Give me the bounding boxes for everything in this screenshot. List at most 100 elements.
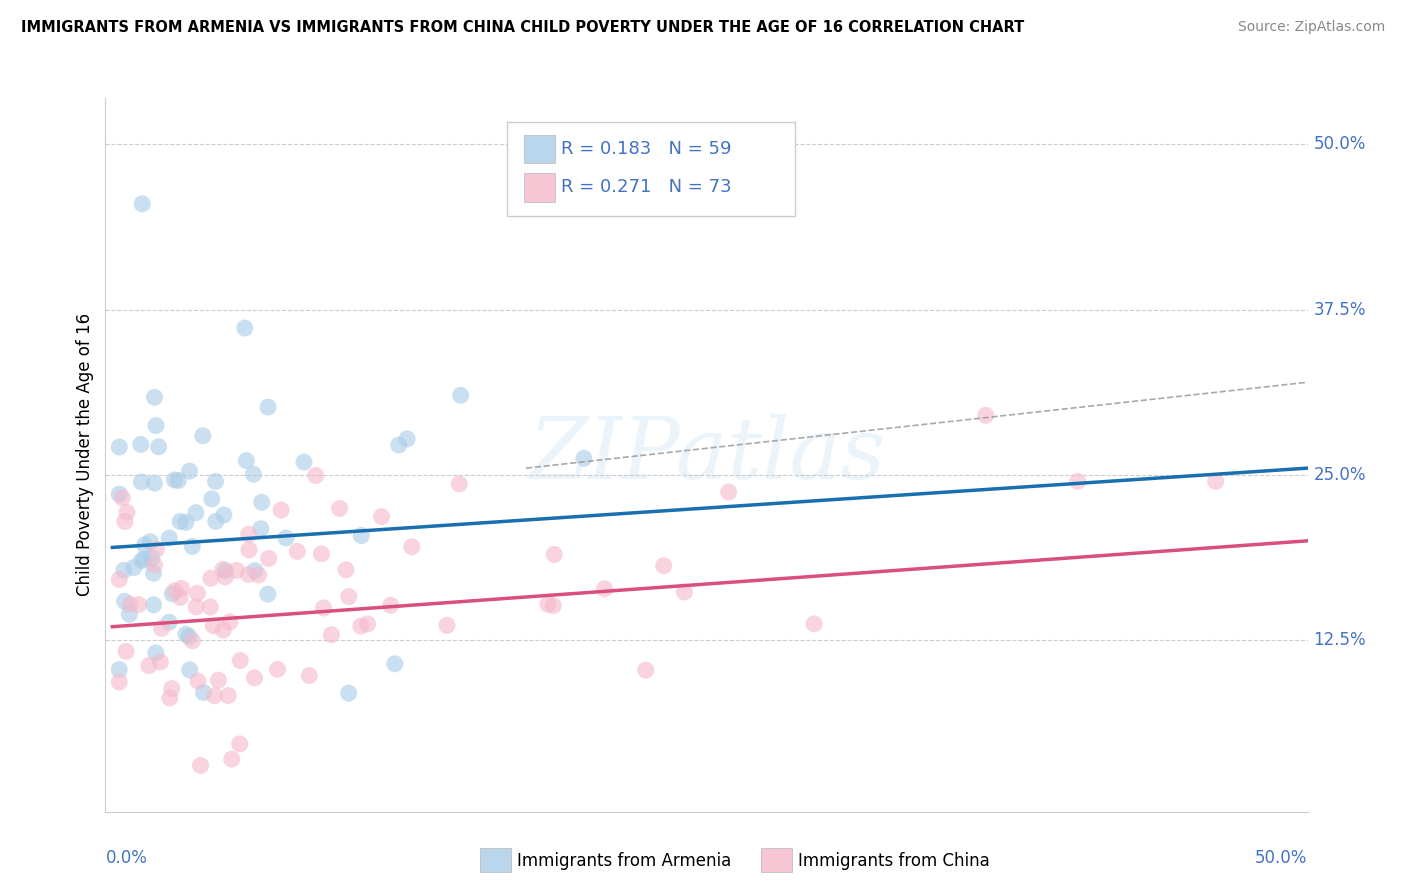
Point bbox=[212, 508, 235, 522]
Point bbox=[108, 674, 131, 689]
Point bbox=[204, 475, 226, 489]
Point bbox=[593, 582, 616, 596]
Point bbox=[163, 583, 186, 598]
Point bbox=[337, 686, 360, 700]
Point bbox=[312, 601, 335, 615]
Point bbox=[108, 573, 131, 587]
Point bbox=[225, 563, 247, 577]
Point bbox=[229, 653, 252, 667]
Point bbox=[229, 737, 252, 751]
Text: 0.0%: 0.0% bbox=[105, 849, 148, 867]
Point bbox=[128, 598, 150, 612]
Point bbox=[129, 437, 152, 451]
Point bbox=[243, 671, 266, 685]
Point bbox=[380, 599, 402, 613]
Point bbox=[321, 628, 343, 642]
Point bbox=[184, 506, 207, 520]
Point bbox=[274, 531, 297, 545]
Point bbox=[131, 475, 153, 489]
Point bbox=[169, 591, 191, 605]
Point bbox=[257, 551, 280, 566]
Point bbox=[214, 564, 236, 578]
Text: Immigrants from China: Immigrants from China bbox=[799, 852, 990, 870]
Point bbox=[537, 597, 560, 611]
Point bbox=[114, 515, 136, 529]
Point bbox=[145, 418, 167, 433]
Point bbox=[250, 522, 273, 536]
Point bbox=[214, 570, 236, 584]
Point bbox=[207, 673, 229, 688]
Point bbox=[149, 655, 172, 669]
Point bbox=[111, 491, 134, 505]
Point bbox=[266, 662, 288, 676]
Point bbox=[184, 599, 207, 614]
Point bbox=[572, 451, 595, 466]
Point bbox=[167, 474, 190, 488]
Point bbox=[142, 598, 165, 612]
Point bbox=[257, 400, 280, 414]
Point bbox=[219, 615, 242, 629]
Point bbox=[212, 623, 235, 637]
Point bbox=[1205, 475, 1227, 489]
Point bbox=[118, 607, 141, 622]
Point bbox=[191, 428, 214, 442]
Point bbox=[337, 590, 360, 604]
Point bbox=[311, 547, 333, 561]
Text: 50.0%: 50.0% bbox=[1313, 136, 1367, 153]
Point bbox=[221, 752, 243, 766]
Point bbox=[298, 668, 321, 682]
Point bbox=[131, 197, 153, 211]
Point bbox=[292, 455, 315, 469]
Text: IMMIGRANTS FROM ARMENIA VS IMMIGRANTS FROM CHINA CHILD POVERTY UNDER THE AGE OF : IMMIGRANTS FROM ARMENIA VS IMMIGRANTS FR… bbox=[21, 20, 1025, 35]
Point bbox=[449, 477, 471, 491]
Point bbox=[238, 543, 260, 558]
Point bbox=[305, 468, 328, 483]
Point bbox=[187, 674, 209, 689]
Point bbox=[212, 562, 235, 576]
Point bbox=[450, 388, 472, 402]
Point bbox=[200, 571, 222, 585]
Point bbox=[242, 467, 264, 482]
Point bbox=[356, 616, 378, 631]
Point bbox=[139, 534, 162, 549]
Text: 12.5%: 12.5% bbox=[1313, 631, 1367, 648]
Point bbox=[163, 473, 186, 487]
Point bbox=[543, 548, 565, 562]
Text: ZIPatlas: ZIPatlas bbox=[527, 414, 886, 496]
Text: Source: ZipAtlas.com: Source: ZipAtlas.com bbox=[1237, 20, 1385, 34]
Point bbox=[143, 390, 166, 404]
Point bbox=[131, 554, 153, 568]
Text: 50.0%: 50.0% bbox=[1256, 849, 1308, 867]
Point bbox=[134, 538, 156, 552]
Point bbox=[388, 438, 411, 452]
Point bbox=[247, 568, 270, 582]
Y-axis label: Child Poverty Under the Age of 16: Child Poverty Under the Age of 16 bbox=[76, 313, 94, 597]
Text: Immigrants from Armenia: Immigrants from Armenia bbox=[517, 852, 731, 870]
Point bbox=[143, 476, 166, 491]
Point bbox=[285, 544, 308, 558]
Point bbox=[193, 685, 215, 699]
Text: R = 0.183   N = 59: R = 0.183 N = 59 bbox=[561, 140, 731, 158]
Point bbox=[108, 487, 131, 501]
Point bbox=[114, 594, 136, 608]
Point bbox=[150, 621, 173, 635]
Point bbox=[238, 527, 260, 541]
Text: 37.5%: 37.5% bbox=[1313, 301, 1367, 318]
Point bbox=[132, 552, 155, 566]
Point bbox=[181, 539, 204, 553]
Point bbox=[803, 616, 825, 631]
Point bbox=[145, 646, 167, 660]
Point bbox=[634, 663, 657, 677]
Point bbox=[177, 630, 200, 644]
Point bbox=[1067, 475, 1090, 489]
Point bbox=[181, 633, 204, 648]
Point bbox=[142, 566, 165, 581]
Point bbox=[120, 598, 142, 612]
Point bbox=[436, 618, 458, 632]
Point bbox=[235, 453, 257, 467]
Point bbox=[201, 491, 224, 506]
Point bbox=[396, 432, 419, 446]
Point bbox=[370, 509, 392, 524]
Point bbox=[122, 560, 145, 574]
Point bbox=[652, 558, 675, 573]
